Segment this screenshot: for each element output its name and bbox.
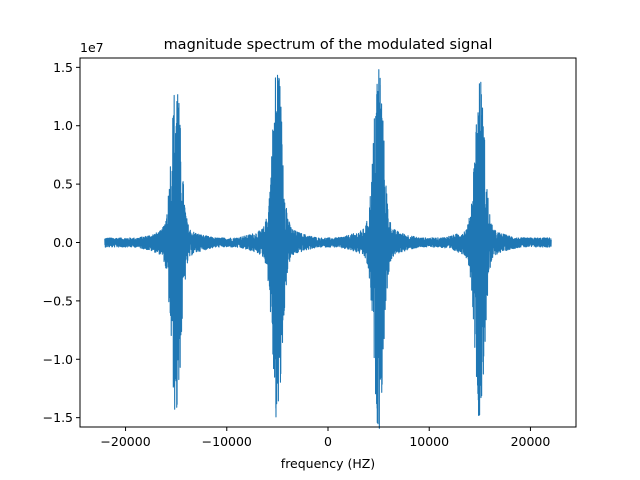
y-tick-label: 0.0 <box>53 235 73 250</box>
x-tick-label: 0 <box>324 434 332 449</box>
y-axis: −1.5 −1.0 −0.5 0.0 0.5 1.0 1.5 <box>43 60 80 425</box>
y-tick-label: 1.0 <box>53 118 73 133</box>
y-tick-label: −1.5 <box>43 410 73 425</box>
x-tick-label: 20000 <box>511 434 551 449</box>
y-offset-label: 1e7 <box>80 40 104 55</box>
y-tick-label: 1.5 <box>53 60 73 75</box>
x-axis-label: frequency (HZ) <box>281 456 375 471</box>
x-axis: −20000 −10000 0 10000 20000 <box>100 427 550 449</box>
x-tick-label: −20000 <box>100 434 150 449</box>
x-tick-label: −10000 <box>202 434 252 449</box>
chart-title: magnitude spectrum of the modulated sign… <box>164 37 493 53</box>
y-tick-label: −0.5 <box>43 293 73 308</box>
x-tick-label: 10000 <box>409 434 449 449</box>
y-tick-label: −1.0 <box>43 352 73 367</box>
plot-area <box>104 69 552 429</box>
series-line <box>104 69 552 429</box>
y-tick-label: 0.5 <box>53 177 73 192</box>
